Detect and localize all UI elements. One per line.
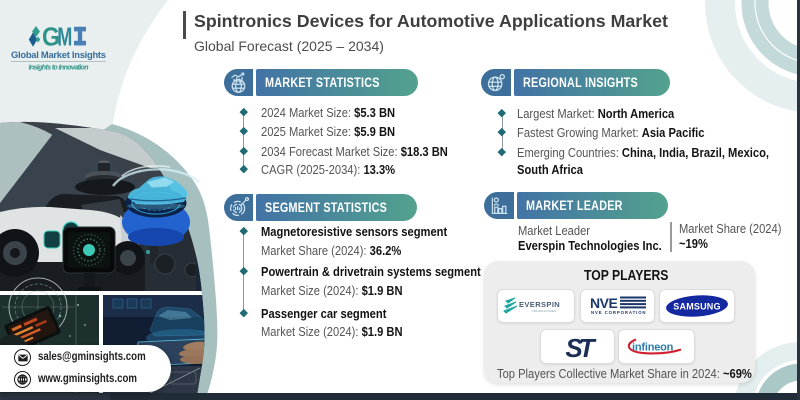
svg-text:Insights to Innovation: Insights to Innovation — [29, 64, 89, 71]
svg-text:G: G — [42, 23, 60, 51]
svg-text:NVE: NVE — [590, 295, 617, 311]
svg-text:Global Market Insights: Global Market Insights — [11, 49, 106, 60]
svg-text:infineon: infineon — [632, 342, 674, 354]
svg-text:NVE CORPORATION: NVE CORPORATION — [591, 310, 646, 315]
svg-text:M: M — [57, 22, 72, 51]
svg-text:ST: ST — [565, 333, 596, 361]
svg-text:SAMSUNG: SAMSUNG — [673, 302, 720, 312]
svg-text:EVERSPIN: EVERSPIN — [519, 300, 560, 309]
svg-text:TECHNOLOGIES: TECHNOLOGIES — [532, 309, 556, 313]
